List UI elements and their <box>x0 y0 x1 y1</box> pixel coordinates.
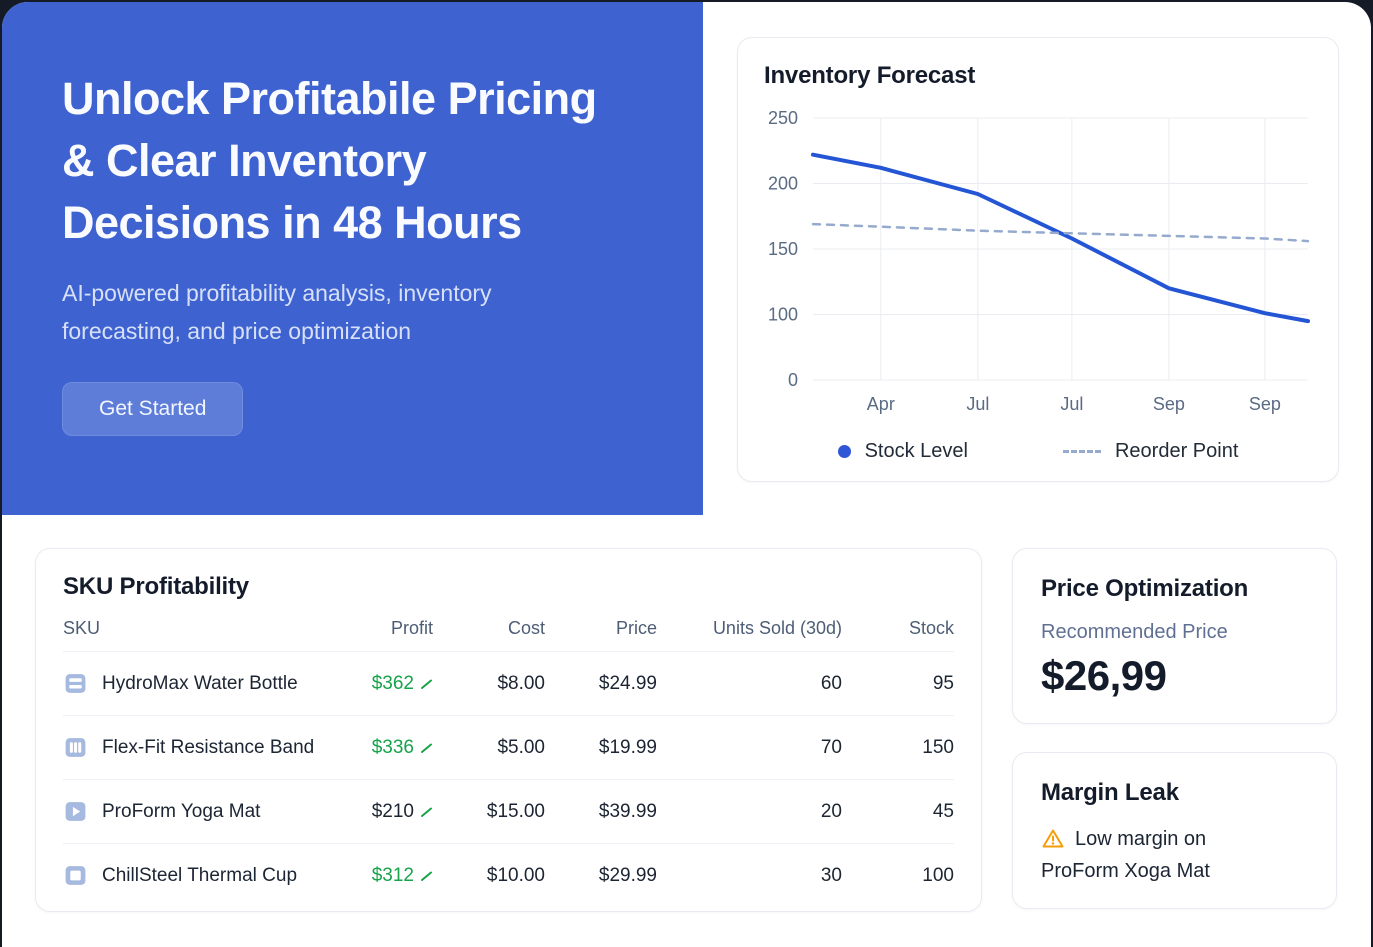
column-header-cost: Cost <box>507 617 545 638</box>
svg-text:100: 100 <box>768 305 798 325</box>
table-row: HydroMax Water Bottle $362 $8.00 $24.99 60 95 <box>63 652 954 716</box>
hero-subtitle-line: forecasting, and price optimization <box>62 318 412 344</box>
warning-icon <box>1041 827 1065 851</box>
table-body: HydroMax Water Bottle $362 $8.00 $24.99 60 95… <box>63 652 954 907</box>
table-row: ChillSteel Thermal Cup $312 $10.00 $29.99 30… <box>63 844 954 907</box>
stock-level-dot-icon <box>837 445 851 458</box>
profit-cell: $362 <box>333 673 433 695</box>
svg-text:200: 200 <box>768 174 798 194</box>
cost-cell: $15.00 <box>486 800 545 822</box>
get-started-button[interactable]: Get Started <box>62 382 244 436</box>
legend-label: Reorder Point <box>1114 440 1239 462</box>
margin-leak-title: Margin Leak <box>1041 779 1179 806</box>
price-cell: $24.99 <box>598 672 657 694</box>
table-header-row: SKU Profit Cost Price Units Sold (30d) S… <box>63 605 954 652</box>
profit-cell: $210 <box>333 801 433 823</box>
price-cell: $29.99 <box>598 864 657 886</box>
rows-icon <box>63 671 88 696</box>
units-sold-cell: 30 <box>820 864 842 886</box>
margin-leak-message: Low margin on <box>1041 827 1308 851</box>
price-cell: $19.99 <box>598 736 657 758</box>
profit-value: $210 <box>371 800 414 822</box>
sku-cell: HydroMax Water Bottle <box>63 671 333 696</box>
stock-cell: 45 <box>932 800 954 822</box>
column-header-stock: Stock <box>908 617 954 638</box>
legend-label: Stock Level <box>864 440 968 462</box>
table-row: Flex-Fit Resistance Band $336 $5.00 $19.99 7… <box>63 716 954 780</box>
hero-title-line: Decisions in 48 Hours <box>62 197 522 248</box>
trend-up-icon <box>421 679 432 689</box>
svg-text:Jul: Jul <box>966 394 989 414</box>
hero-section: Unlock Profitabile Pricing & Clear Inven… <box>2 2 703 515</box>
stock-cell: 100 <box>922 864 954 886</box>
svg-text:Sep: Sep <box>1153 394 1185 414</box>
units-sold-cell: 60 <box>820 672 842 694</box>
hero-title-line: & Clear Inventory <box>62 135 427 186</box>
units-sold-cell: 70 <box>820 736 842 758</box>
profit-cell: $336 <box>333 737 433 759</box>
inventory-forecast-title: Inventory Forecast <box>764 62 976 89</box>
cost-cell: $8.00 <box>497 672 545 694</box>
stock-cell: 150 <box>922 736 954 758</box>
svg-text:250: 250 <box>768 108 798 128</box>
column-header-units: Units Sold (30d) <box>712 617 842 638</box>
square-icon <box>63 863 88 888</box>
sku-cell: ProForm Yoga Mat <box>63 799 333 824</box>
legend-item-stock-level[interactable]: Stock Level <box>837 440 968 463</box>
profit-value: $362 <box>371 672 414 694</box>
inventory-forecast-card: Inventory Forecast 0 100 150 200 250 Apr Jul Ju… <box>737 37 1339 482</box>
price-cell: $39.99 <box>598 800 657 822</box>
stock-cell: 95 <box>932 672 954 694</box>
trend-up-icon <box>421 807 432 817</box>
hero-subtitle-line: AI-powered profitability analysis, inven… <box>62 280 492 306</box>
svg-text:0: 0 <box>788 370 798 390</box>
sku-name: Flex-Fit Resistance Band <box>102 736 315 758</box>
sku-cell: ChillSteel Thermal Cup <box>63 863 333 888</box>
inventory-forecast-chart: 0 100 150 200 250 Apr Jul Jul Sep Sep <box>768 108 1310 414</box>
hero-title: Unlock Profitabile Pricing & Clear Inven… <box>62 68 672 254</box>
profit-cell: $312 <box>333 865 433 887</box>
columns-icon <box>63 735 88 760</box>
table-row: ProForm Yoga Mat $210 $15.00 $39.99 20 45 <box>63 780 954 844</box>
chart-legend: Stock Level Reorder Point <box>738 440 1338 463</box>
margin-leak-message-line2: ProForm Xoga Mat <box>1041 860 1210 882</box>
trend-up-icon <box>421 871 432 881</box>
margin-leak-card: Margin Leak Low margin on ProForm Xoga M… <box>1012 752 1337 909</box>
trend-up-icon <box>421 743 432 753</box>
profit-value: $336 <box>371 736 414 758</box>
cost-cell: $10.00 <box>486 864 545 886</box>
column-header-profit: Profit <box>390 617 433 638</box>
price-optimization-card: Price Optimization Recommended Price $26… <box>1012 548 1337 724</box>
sku-name: ProForm Yoga Mat <box>102 800 261 822</box>
sku-name: ChillSteel Thermal Cup <box>102 864 298 886</box>
svg-text:150: 150 <box>768 239 798 259</box>
margin-leak-message-line1: Low margin on <box>1075 827 1207 850</box>
cost-cell: $5.00 <box>497 736 545 758</box>
column-header-price: Price <box>615 617 657 638</box>
sku-profitability-card: SKU Profitability SKU Profit Cost Price … <box>35 548 982 912</box>
sku-name: HydroMax Water Bottle <box>102 672 298 694</box>
svg-text:Jul: Jul <box>1060 394 1083 414</box>
legend-item-reorder-point[interactable]: Reorder Point <box>1062 440 1239 463</box>
reorder-point-dash-icon <box>1062 450 1101 453</box>
svg-text:Sep: Sep <box>1249 394 1281 414</box>
recommended-price-label: Recommended Price <box>1041 621 1228 643</box>
profit-value: $312 <box>371 864 414 886</box>
units-sold-cell: 20 <box>820 800 842 822</box>
column-header-sku: SKU <box>63 617 101 638</box>
play-icon <box>63 799 88 824</box>
hero-subtitle: AI-powered profitability analysis, inven… <box>62 274 602 350</box>
sku-cell: Flex-Fit Resistance Band <box>63 735 333 760</box>
price-optimization-title: Price Optimization <box>1041 575 1249 602</box>
svg-text:Apr: Apr <box>867 394 895 414</box>
recommended-price-value: $26,99 <box>1041 652 1167 699</box>
sku-profitability-title: SKU Profitability <box>63 573 249 600</box>
hero-title-line: Unlock Profitabile Pricing <box>62 73 597 124</box>
